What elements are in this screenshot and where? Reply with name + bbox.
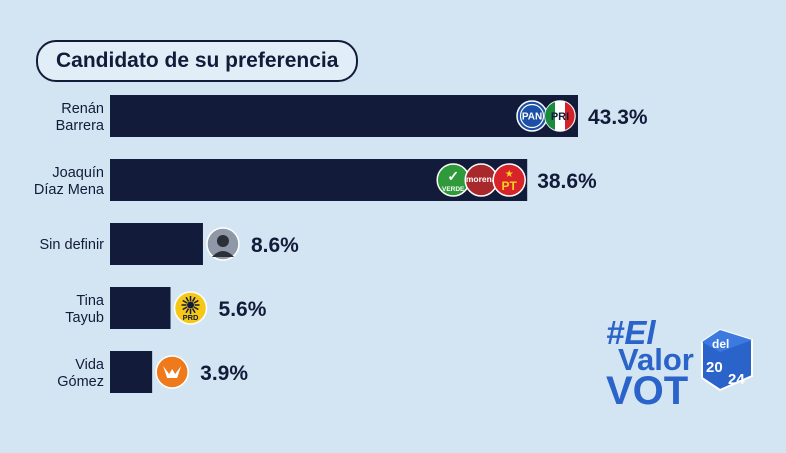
value-label: 8.6% xyxy=(251,234,299,257)
chart-title: Candidato de su preferencia xyxy=(36,40,359,82)
category-label: Díaz Mena xyxy=(34,182,105,198)
category-label: Vida xyxy=(75,357,105,373)
value-label: 5.6% xyxy=(219,298,267,321)
pt-star-icon: ★ xyxy=(505,169,514,180)
category-label: Sin definir xyxy=(40,237,105,253)
category-label: Tina xyxy=(76,293,105,309)
chart-title-text: Candidato de su preferencia xyxy=(56,49,339,72)
el-valor-del-voto-logo: #El Valor VOT del 20 24 xyxy=(606,314,753,413)
brand-hashtag: #El xyxy=(606,314,656,351)
pt-logo-text: PT xyxy=(502,179,518,193)
brand-vot: VOT xyxy=(606,369,688,413)
person-body-icon xyxy=(211,251,234,257)
bar xyxy=(110,95,578,137)
bar xyxy=(110,351,153,393)
brand-del: del xyxy=(712,337,729,351)
category-label: Barrera xyxy=(56,118,105,134)
value-label: 43.3% xyxy=(588,106,648,129)
category-label: Joaquín xyxy=(52,165,104,181)
pt-logo-icon xyxy=(492,163,526,197)
brand-year-a: 20 xyxy=(706,359,723,376)
party-logos xyxy=(206,227,240,261)
party-logos xyxy=(155,355,189,389)
value-label: 3.9% xyxy=(200,362,248,385)
prd-logo-text: PRD xyxy=(183,313,199,322)
brand-ballot-box: del 20 24 xyxy=(701,328,753,392)
verde-logo-text: VERDE xyxy=(442,186,465,193)
brand-valor: Valor xyxy=(618,342,694,377)
category-label: Tayub xyxy=(65,310,104,326)
pri-logo-text: PRI xyxy=(551,111,569,123)
verde-check-icon: ✓ xyxy=(447,168,459,184)
person-head-icon xyxy=(216,235,229,247)
value-label: 38.6% xyxy=(537,170,597,193)
category-label: Gómez xyxy=(57,374,104,390)
bar xyxy=(110,287,171,329)
bar xyxy=(110,223,203,265)
mc-eagle-icon xyxy=(163,366,182,378)
morena-logo-text: morena xyxy=(466,174,497,184)
party-logos: PAN PRI xyxy=(516,100,576,132)
party-logos: PRD xyxy=(173,291,208,325)
pan-logo-text: PAN xyxy=(522,112,542,123)
category-label: Renán xyxy=(61,101,104,117)
brand-year-b: 24 xyxy=(728,371,745,388)
